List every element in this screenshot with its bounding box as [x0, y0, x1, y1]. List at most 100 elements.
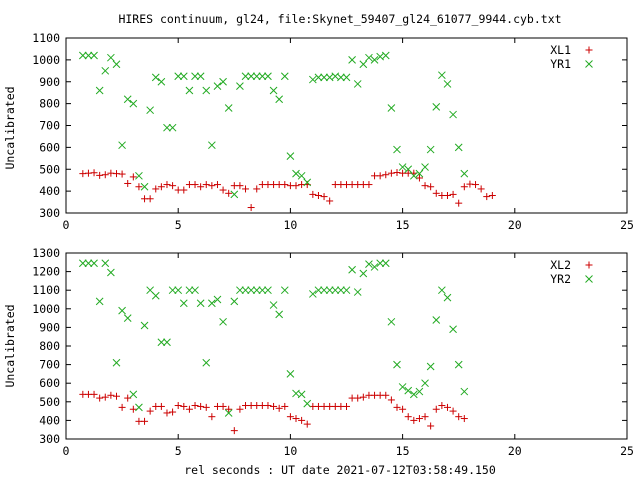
- data-point: [219, 186, 227, 194]
- data-point: [488, 192, 496, 199]
- data-point: [168, 123, 177, 132]
- data-point: [174, 286, 183, 295]
- data-point: [365, 260, 373, 269]
- data-point: [191, 181, 199, 189]
- data-point: [135, 183, 143, 191]
- y-tick-label: 800: [39, 339, 60, 353]
- data-point: [202, 181, 210, 189]
- data-point: [191, 402, 199, 410]
- data-point: [90, 51, 98, 60]
- data-point: [129, 405, 137, 413]
- data-point: [275, 404, 283, 412]
- data-point: [426, 362, 435, 371]
- data-point: [449, 325, 457, 334]
- y-tick-label: 1100: [32, 283, 60, 297]
- data-point: [404, 165, 413, 174]
- data-point: [387, 104, 396, 112]
- data-point: [449, 110, 457, 119]
- y-tick-label: 300: [39, 206, 60, 220]
- data-point: [163, 409, 171, 417]
- data-point: [151, 291, 160, 300]
- data-point: [286, 370, 295, 378]
- data-point: [455, 199, 463, 207]
- data-point: [146, 407, 154, 415]
- data-point: [460, 169, 469, 178]
- y-tick-label: 700: [39, 119, 60, 133]
- data-point: [286, 413, 294, 421]
- data-point: [342, 73, 351, 82]
- data-point: [454, 360, 463, 369]
- x-tick-label: 5: [175, 444, 182, 458]
- data-point: [146, 195, 154, 203]
- data-point: [438, 402, 446, 410]
- data-point: [426, 145, 435, 154]
- data-point: [185, 405, 193, 413]
- data-point: [348, 265, 356, 274]
- data-point: [264, 402, 272, 410]
- data-point: [241, 72, 250, 81]
- y-tick-label: 600: [39, 376, 60, 390]
- data-point: [168, 286, 177, 295]
- data-point: [449, 190, 457, 198]
- data-point: [382, 171, 390, 179]
- data-point: [224, 104, 233, 112]
- data-point: [370, 56, 379, 64]
- data-point: [242, 185, 250, 193]
- data-point: [101, 171, 109, 179]
- data-point: [359, 393, 367, 401]
- data-point: [101, 66, 110, 75]
- y-tick-label: 1200: [32, 265, 60, 279]
- y-tick-label: 900: [39, 320, 60, 334]
- data-point: [348, 56, 356, 64]
- data-point: [326, 197, 334, 205]
- data-point: [303, 420, 311, 428]
- data-point: [196, 72, 205, 81]
- y-axis-label: Uncalibrated: [3, 86, 17, 169]
- data-point: [185, 86, 194, 95]
- chart-title: HIRES continuum, gl24, file:Skynet_59407…: [118, 12, 561, 26]
- data-point: [421, 182, 429, 190]
- y-tick-label: 400: [39, 413, 60, 427]
- x-tick-label: 20: [508, 444, 522, 458]
- data-point: [354, 394, 362, 402]
- data-point: [129, 390, 138, 399]
- legend-marker: [585, 46, 593, 54]
- data-point: [140, 182, 149, 191]
- data-point: [202, 403, 210, 411]
- data-point: [163, 123, 171, 132]
- data-point: [230, 190, 239, 199]
- data-point: [219, 77, 227, 86]
- data-point: [253, 185, 261, 193]
- x-axis-label: rel seconds : UT date 2021-07-12T03:58:4…: [184, 463, 496, 477]
- data-point: [382, 391, 390, 399]
- data-point: [191, 286, 199, 295]
- legend-label: XL2: [550, 258, 571, 272]
- data-point: [157, 183, 165, 191]
- data-point: [398, 163, 407, 171]
- data-point: [84, 51, 93, 60]
- data-point: [236, 405, 244, 413]
- data-point: [135, 403, 143, 412]
- data-point: [381, 259, 390, 268]
- data-point: [280, 72, 289, 81]
- data-point: [224, 409, 233, 417]
- data-point: [196, 299, 205, 308]
- data-point: [292, 182, 300, 190]
- y-tick-label: 300: [39, 432, 60, 446]
- data-point: [197, 402, 205, 410]
- data-point: [78, 259, 87, 268]
- data-point: [455, 413, 463, 421]
- data-point: [219, 317, 227, 326]
- data-point: [449, 407, 457, 415]
- data-point: [298, 416, 306, 424]
- series-yr2: [78, 259, 469, 417]
- data-point: [421, 413, 429, 421]
- data-point: [112, 392, 120, 400]
- y-tick-label: 700: [39, 358, 60, 372]
- data-point: [269, 301, 278, 309]
- data-point: [163, 338, 171, 347]
- data-point: [174, 72, 183, 81]
- data-point: [421, 379, 429, 388]
